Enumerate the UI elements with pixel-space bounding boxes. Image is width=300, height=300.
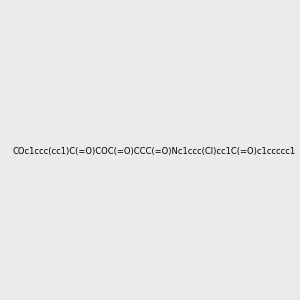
Text: COc1ccc(cc1)C(=O)COC(=O)CCC(=O)Nc1ccc(Cl)cc1C(=O)c1ccccc1: COc1ccc(cc1)C(=O)COC(=O)CCC(=O)Nc1ccc(Cl… [12,147,295,156]
